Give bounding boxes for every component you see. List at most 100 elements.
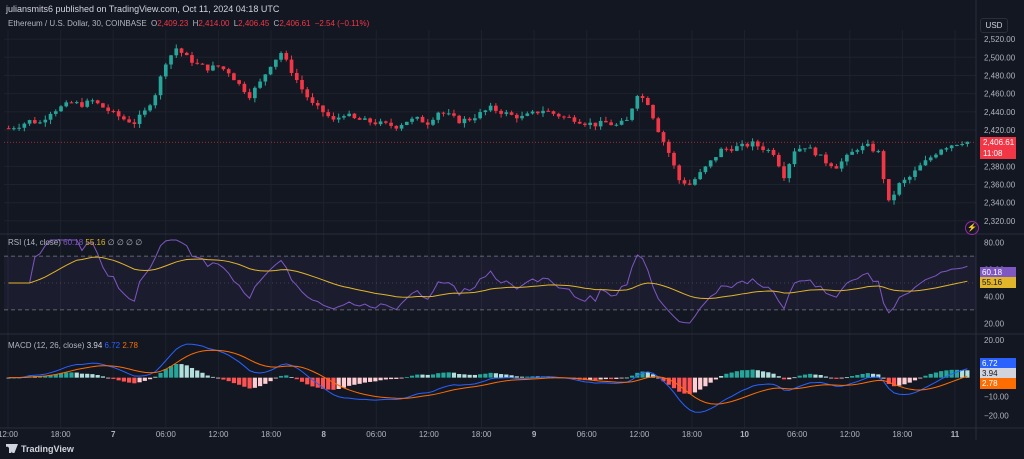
price-axis-label: 2,340.00 (984, 199, 1016, 208)
candle-body (457, 115, 462, 124)
macd-histogram-bar (336, 377, 341, 389)
candle-body (441, 112, 446, 114)
macd-histogram-bar (368, 377, 373, 382)
candle-body (363, 118, 367, 120)
macd-histogram-bar (388, 377, 394, 380)
candle-body (415, 116, 420, 119)
macd-histogram-bar (347, 377, 352, 386)
macd-histogram-bar (614, 377, 619, 379)
macd-histogram-bar (902, 377, 907, 385)
candle-body (221, 66, 226, 70)
macd-histogram-bar (226, 377, 231, 382)
candle-body (687, 183, 692, 185)
macd-histogram-bar (315, 377, 320, 388)
candle-body (934, 154, 938, 158)
macd-line (8, 343, 968, 413)
candle-body (719, 148, 723, 158)
candle-body (766, 149, 771, 151)
macd-histogram-bar (457, 374, 462, 378)
macd-histogram-bar (813, 374, 818, 378)
macd-histogram-bar (420, 374, 425, 378)
rsi-label: RSI (14, close) (8, 238, 61, 247)
macd-histogram-bar (79, 373, 85, 378)
macd-histogram-bar (677, 377, 682, 392)
candle-body (551, 111, 556, 114)
macd-histogram-bar (907, 377, 912, 383)
candle-body (399, 124, 404, 129)
candle-body (792, 151, 797, 165)
candle-body (294, 72, 299, 81)
price-axis-label: 2,420.00 (984, 126, 1016, 135)
currency-button[interactable]: USD (980, 18, 1008, 33)
candle-body (755, 141, 760, 147)
macd-histogram-bar (499, 374, 504, 378)
macd-histogram-bar (200, 372, 205, 378)
candle-body (342, 116, 346, 118)
candle-body (546, 110, 551, 112)
macd-histogram-bar (598, 377, 603, 380)
macd-histogram-bar (231, 377, 236, 384)
macd-histogram-bar (509, 375, 514, 378)
rsi-line (8, 239, 968, 324)
macd-histogram-bar (493, 373, 498, 378)
macd-signal-line (8, 349, 968, 405)
candle-body (614, 124, 619, 126)
macd-histogram-bar (106, 377, 111, 379)
rsi-value: 60.18 (63, 238, 84, 247)
candle-body (263, 74, 268, 82)
macd-histogram-bar (609, 377, 614, 380)
candle-body (572, 117, 577, 122)
candle-body (336, 117, 341, 120)
macd-histogram-bar (462, 374, 467, 378)
candle-body (583, 123, 587, 125)
macd-histogram-bar (745, 370, 750, 378)
macd-label: MACD (12, 26, close) (8, 341, 85, 350)
macd-histogram-bar (792, 377, 797, 379)
rsi-axis-label: 80.00 (984, 239, 1005, 248)
macd-histogram-bar (650, 374, 656, 378)
brand-footer[interactable]: TradingView (6, 444, 74, 454)
macd-histogram-bar (237, 377, 242, 385)
candle-body (143, 110, 147, 115)
candle-body (32, 120, 37, 124)
macd-histogram-bar (373, 377, 378, 382)
candle-body (352, 113, 357, 119)
macd-histogram-bar (666, 377, 671, 385)
macd-histogram-bar (619, 377, 624, 379)
candle-body (331, 116, 336, 120)
candle-body (776, 154, 781, 167)
main-legend: Ethereum / U.S. Dollar, 30, COINBASE O2,… (8, 19, 369, 28)
lightning-icon[interactable]: ⚡ (965, 221, 979, 235)
candle-body (483, 110, 488, 113)
macd-histogram-bar (278, 375, 284, 378)
macd-histogram-bar (179, 364, 184, 378)
macd-histogram-bar (944, 370, 949, 378)
time-axis-label: 06:00 (577, 430, 598, 439)
candle-body (520, 115, 524, 119)
time-axis-label: 18:00 (682, 430, 703, 439)
macd-histogram-bar (352, 377, 357, 385)
candle-body (74, 102, 79, 104)
price-axis-label: 2,320.00 (984, 217, 1016, 226)
macd-histogram-bar (100, 376, 106, 378)
macd-histogram-bar (425, 374, 430, 378)
macd-histogram-bar (776, 376, 781, 378)
candle-body (106, 107, 110, 111)
macd-histogram-bar (210, 376, 216, 378)
candle-body (693, 179, 697, 185)
open-label: O (150, 19, 158, 28)
macd-histogram-bar (514, 376, 519, 378)
price-axis-label: 2,520.00 (984, 35, 1016, 44)
candle-body (509, 112, 514, 115)
macd-histogram-bar (891, 377, 897, 387)
macd-histogram-bar (294, 377, 299, 380)
macd-histogram-bar (121, 377, 126, 382)
macd-histogram-bar (195, 370, 200, 378)
macd-histogram-bar (258, 377, 263, 387)
macd-histogram-bar (53, 374, 58, 378)
macd-histogram-bar (163, 369, 168, 378)
candle-body (488, 105, 493, 111)
candle-body (446, 113, 451, 115)
macd-histogram-bar (263, 377, 268, 384)
